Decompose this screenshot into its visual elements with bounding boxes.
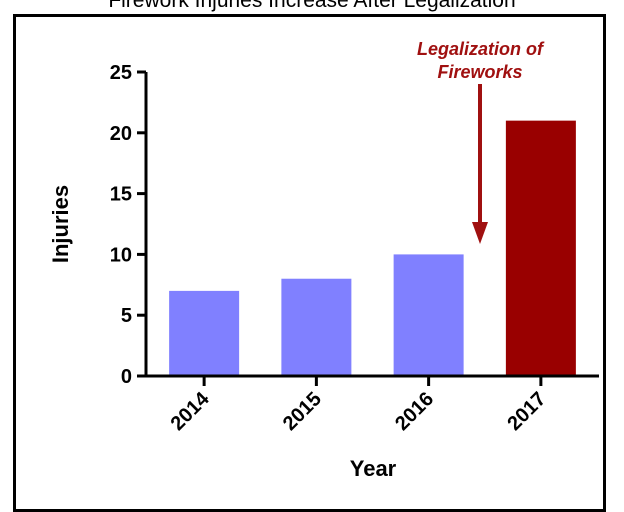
bar-2017 bbox=[505, 120, 576, 376]
x-tick-label: 2016 bbox=[391, 388, 438, 435]
y-tick-label: 15 bbox=[110, 184, 132, 206]
annotation-line-1: Legalization of bbox=[417, 39, 545, 59]
y-tick-label: 5 bbox=[121, 305, 132, 327]
bar-2016 bbox=[393, 254, 464, 376]
x-axis-ticks: 2014 2015 2016 2017 bbox=[167, 376, 550, 435]
annotation-arrowhead bbox=[472, 222, 488, 244]
bar-2014 bbox=[169, 290, 240, 376]
y-tick-label: 10 bbox=[110, 244, 132, 266]
bar-2015 bbox=[281, 278, 352, 376]
chart-title: Firework Injuries Increase After Legaliz… bbox=[108, 0, 516, 12]
y-axis-ticks: 0 5 10 15 20 25 bbox=[110, 62, 146, 388]
x-tick-label: 2017 bbox=[503, 388, 550, 435]
y-tick-label: 20 bbox=[110, 123, 132, 145]
annotation-line-2: Fireworks bbox=[437, 62, 522, 82]
x-axis-label: Year bbox=[350, 456, 397, 481]
y-tick-label: 0 bbox=[121, 366, 132, 388]
bars-group bbox=[169, 120, 576, 376]
y-axis-label: Injuries bbox=[48, 185, 73, 263]
x-tick-label: 2015 bbox=[279, 388, 326, 435]
y-tick-label: 25 bbox=[110, 62, 132, 84]
x-tick-label: 2014 bbox=[167, 387, 215, 435]
